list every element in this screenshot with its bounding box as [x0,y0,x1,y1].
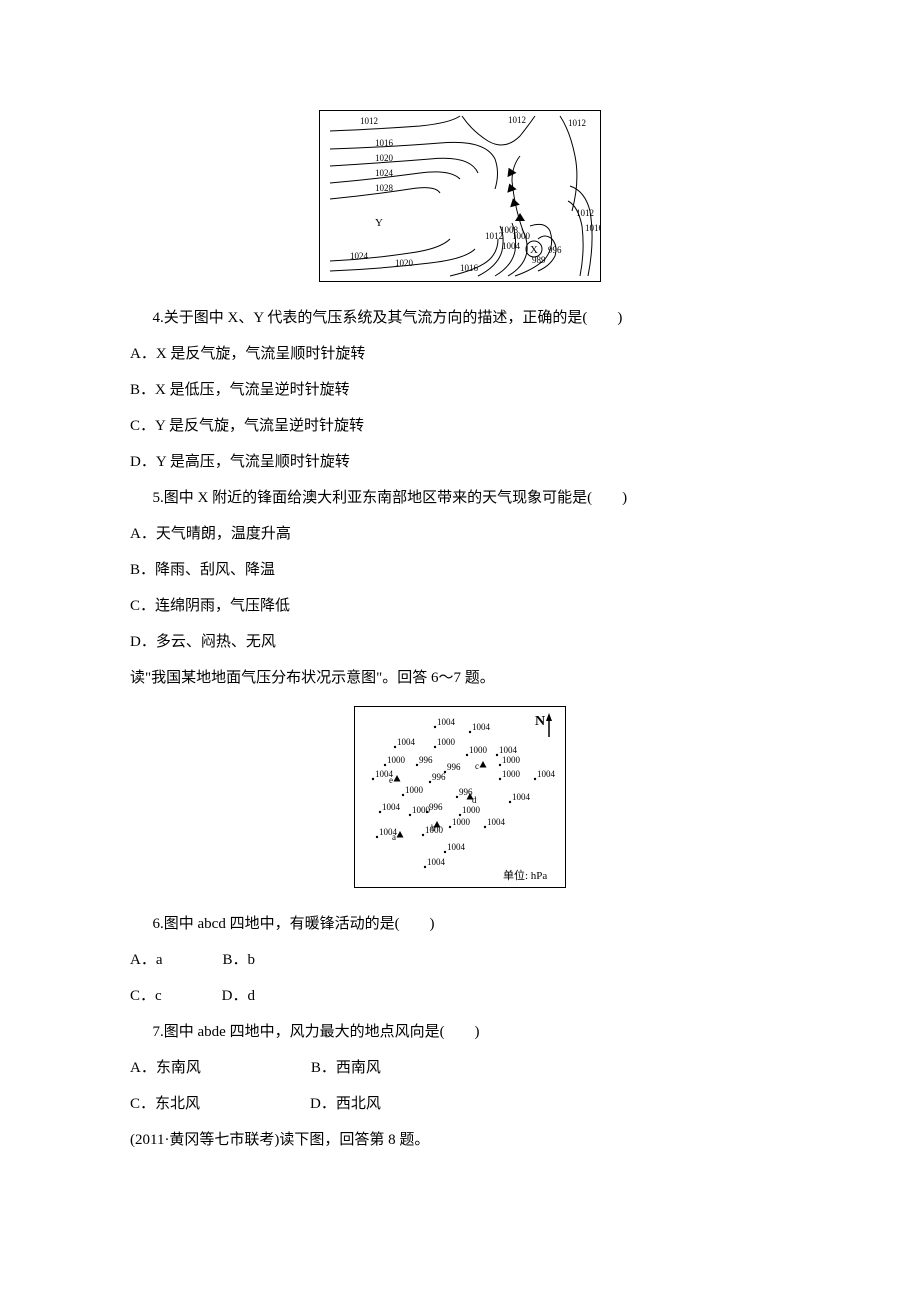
svg-text:a: a [392,832,396,842]
q7-opt-c: C．东北风 [130,1086,200,1122]
svg-text:d: d [472,795,477,805]
svg-text:1004: 1004 [512,792,531,802]
pressure-map-2: N100410041004100010001004100099699610001… [355,707,565,887]
svg-text:989: 989 [532,255,546,265]
svg-text:c: c [475,761,479,771]
svg-text:1000: 1000 [502,769,521,779]
svg-text:1024: 1024 [375,168,394,178]
figure-2-box: N100410041004100010001004100099699610001… [354,706,566,888]
q6-opt-d: D．d [222,978,255,1014]
svg-text:1004: 1004 [487,817,506,827]
q6-opt-a: A．a [130,942,163,978]
svg-text:Y: Y [375,217,383,229]
svg-text:单位: hPa: 单位: hPa [503,868,547,882]
figure-2: N100410041004100010001004100099699610001… [130,706,790,888]
q5-opt-b: B．降雨、刮风、降温 [130,552,790,588]
svg-text:1024: 1024 [350,251,369,261]
intro-6-7: 读"我国某地地面气压分布状况示意图"。回答 6～7 题。 [130,660,790,696]
figure-1-box: 1012 1012 1012 1016 1020 1024 1028 1024 1020 1016… [319,110,601,282]
figure-1: 1012 1012 1012 1016 1020 1024 1028 1024 1020 1016… [130,110,790,282]
q4-opt-c: C．Y 是反气旋，气流呈逆时针旋转 [130,408,790,444]
svg-text:1004: 1004 [502,241,521,251]
q6-opt-b: B．b [223,942,256,978]
svg-text:1016: 1016 [460,263,479,273]
q5-stem: 5.图中 X 附近的锋面给澳大利亚东南部地区带来的天气现象可能是( ) [130,480,790,516]
svg-text:1004: 1004 [397,737,416,747]
svg-text:e: e [389,775,393,785]
q5-opt-d: D．多云、闷热、无风 [130,624,790,660]
svg-text:1000: 1000 [502,755,521,765]
q5-opt-c: C．连绵阴雨，气压降低 [130,588,790,624]
q4-stem: 4.关于图中 X、Y 代表的气压系统及其气流方向的描述，正确的是( ) [130,300,790,336]
svg-text:1000: 1000 [387,755,406,765]
svg-text:1000: 1000 [437,737,456,747]
svg-text:996: 996 [548,245,562,255]
svg-text:1000: 1000 [462,805,481,815]
q7-stem: 7.图中 abde 四地中，风力最大的地点风向是( ) [130,1014,790,1050]
svg-text:1016: 1016 [375,138,394,148]
svg-text:996: 996 [419,755,433,765]
svg-text:1004: 1004 [499,745,518,755]
intro-8: (2011·黄冈等七市联考)读下图，回答第 8 题。 [130,1122,790,1158]
q7-opt-b: B．西南风 [311,1050,381,1086]
svg-text:996: 996 [447,762,461,772]
q7-opt-d: D．西北风 [310,1086,381,1122]
svg-text:1004: 1004 [427,857,446,867]
svg-text:1004: 1004 [437,717,456,727]
q6-stem: 6.图中 abcd 四地中，有暖锋活动的是( ) [130,906,790,942]
svg-text:996: 996 [432,772,446,782]
q7-opt-a: A．东南风 [130,1050,201,1086]
svg-text:1000: 1000 [412,805,431,815]
q4-opt-d: D．Y 是高压，气流呈顺时针旋转 [130,444,790,480]
svg-text:1004: 1004 [382,802,401,812]
svg-text:1000: 1000 [405,785,424,795]
svg-text:996: 996 [429,802,443,812]
svg-text:1004: 1004 [447,842,466,852]
svg-text:1000: 1000 [469,745,488,755]
svg-text:N: N [535,714,545,729]
svg-text:1000: 1000 [452,817,471,827]
svg-text:1020: 1020 [375,153,394,163]
q5-opt-a: A．天气晴朗，温度升高 [130,516,790,552]
q4-opt-a: A．X 是反气旋，气流呈顺时针旋转 [130,336,790,372]
q4-opt-b: B．X 是低压，气流呈逆时针旋转 [130,372,790,408]
q6-opt-c: C．c [130,978,162,1014]
svg-text:1012: 1012 [508,115,526,125]
svg-text:1012: 1012 [568,118,586,128]
weather-map-1: 1012 1012 1012 1016 1020 1024 1028 1024 1020 1016… [320,111,600,281]
svg-text:1012: 1012 [360,116,378,126]
svg-text:1016: 1016 [585,223,600,233]
svg-text:1004: 1004 [537,769,556,779]
svg-text:1028: 1028 [375,183,394,193]
svg-text:1020: 1020 [395,258,414,268]
svg-text:b: b [431,823,436,833]
svg-text:1004: 1004 [472,722,491,732]
svg-text:1000: 1000 [512,231,531,241]
